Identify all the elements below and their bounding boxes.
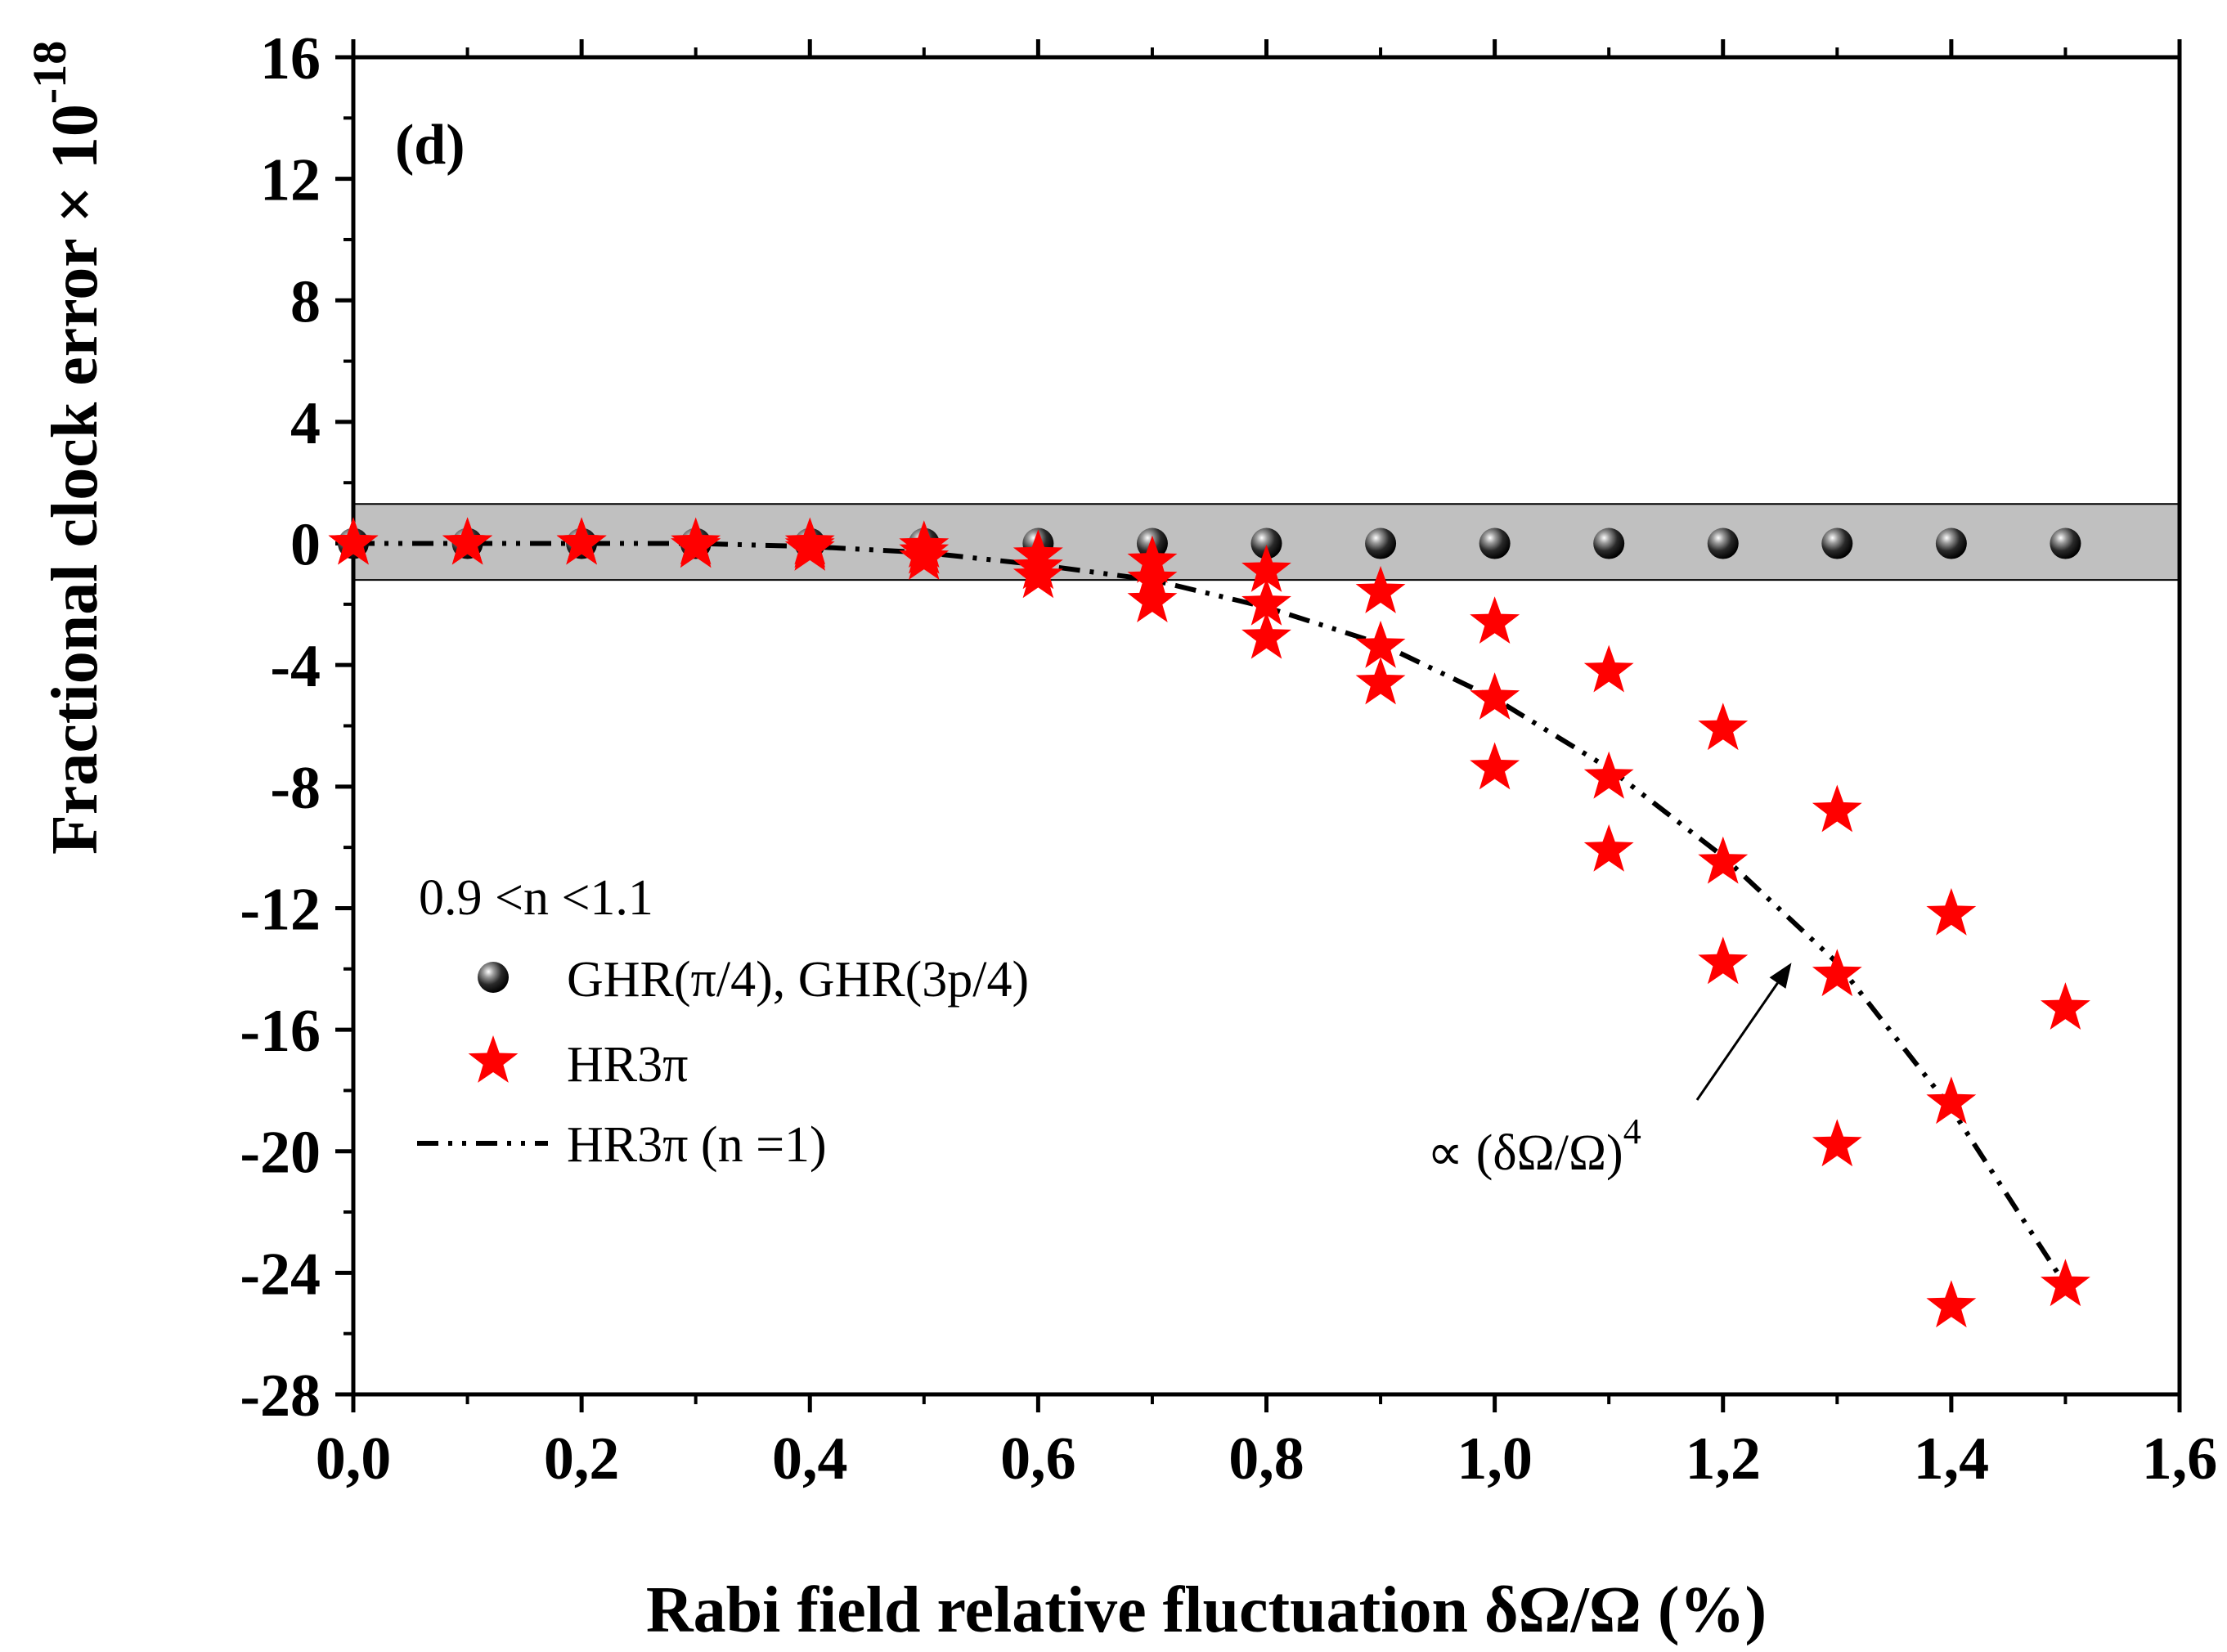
x-axis-title: Rabi field relative fluctuation δΩ/Ω (%) bbox=[646, 1574, 1767, 1646]
hr3pi-point bbox=[1926, 1076, 1977, 1125]
y-tick-label: -8 bbox=[270, 755, 321, 822]
hr3pi-point bbox=[1355, 566, 1406, 613]
x-tick-label: 1,0 bbox=[1457, 1425, 1533, 1493]
y-tick-label: -24 bbox=[240, 1241, 321, 1308]
annotation: ∝ (δΩ/Ω)4 bbox=[1427, 963, 1792, 1181]
hr3pi-point bbox=[1583, 824, 1634, 872]
hr3pi-point bbox=[1812, 1119, 1862, 1167]
hr3pi-point bbox=[1470, 742, 1520, 790]
y-tick-label: 8 bbox=[290, 268, 321, 335]
hr3pi-point bbox=[1355, 620, 1406, 668]
x-tick-label: 0,0 bbox=[316, 1425, 392, 1493]
hr3pi-point bbox=[556, 517, 607, 565]
ghr-point bbox=[1479, 527, 1511, 559]
hr3pi-point bbox=[1470, 672, 1520, 720]
hr3pi-point bbox=[1926, 887, 1977, 936]
y-tick-label: 0 bbox=[290, 512, 321, 579]
legend-entry-hr3pi: HR3π bbox=[567, 1037, 688, 1093]
annotation-arrowhead bbox=[1769, 963, 1792, 989]
hr3pi-point bbox=[2041, 1259, 2090, 1307]
y-tick-label: -28 bbox=[240, 1362, 321, 1430]
x-tick-label: 1,4 bbox=[1914, 1425, 1990, 1493]
hr3pi-point bbox=[1241, 545, 1291, 592]
hr3pi-point bbox=[2041, 982, 2090, 1030]
hr3pi-point bbox=[1698, 936, 1749, 985]
panel-label: (d) bbox=[395, 114, 465, 177]
hr3pi-point bbox=[671, 520, 721, 568]
hr3pi-point bbox=[1355, 657, 1406, 705]
y-tick-label: 16 bbox=[260, 25, 321, 92]
legend: 0.9 <n <1.1 GHR(π/4), GHR(3p/4) HR3π HR3… bbox=[417, 870, 1029, 1173]
y-tick-label: 4 bbox=[290, 390, 321, 457]
y-axis-title-base: Fractional clock error × 10 bbox=[39, 104, 111, 855]
hr3pi-point bbox=[328, 517, 379, 565]
x-tick-labels: 0,0 0,2 0,4 0,6 0,8 1,0 1,2 1,4 1,6 bbox=[316, 1425, 2218, 1493]
ghr-point bbox=[1593, 527, 1625, 559]
hr3pi-point bbox=[1241, 577, 1291, 626]
hr3pi-point bbox=[1812, 784, 1862, 833]
x-tick-label: 1,6 bbox=[2142, 1425, 2218, 1493]
hr3pi-point bbox=[1012, 550, 1063, 599]
plot-frame bbox=[351, 55, 2182, 1397]
legend-header: 0.9 <n <1.1 bbox=[419, 870, 653, 926]
hr3pi-point bbox=[1470, 596, 1520, 644]
legend-entry-ghr: GHR(π/4), GHR(3p/4) bbox=[567, 952, 1029, 1008]
y-tick-labels: 16 12 8 4 0 -4 -8 -12 -16 -20 -24 -28 bbox=[240, 25, 321, 1430]
ghr-point bbox=[1365, 527, 1397, 559]
hr3pi-point bbox=[1583, 751, 1634, 799]
y-tick-label: -12 bbox=[240, 876, 321, 943]
ghr-point bbox=[2050, 527, 2081, 559]
hr3pi-point bbox=[442, 517, 492, 565]
x-tick-label: 0,4 bbox=[772, 1425, 848, 1493]
ghr-point bbox=[1707, 527, 1739, 559]
y-axis-title-exponent: -18 bbox=[23, 41, 76, 104]
y-axis-title: Fractional clock error × 10-18 bbox=[23, 41, 111, 855]
axis-ticks bbox=[335, 39, 2182, 1412]
annotation-superscript: 4 bbox=[1623, 1111, 1641, 1151]
annotation-arrow-line bbox=[1695, 982, 1779, 1101]
y-tick-label: -16 bbox=[240, 998, 321, 1065]
hr3pi-point bbox=[1241, 611, 1291, 659]
hr3pi-point bbox=[1583, 644, 1634, 693]
legend-sphere-marker bbox=[478, 962, 509, 993]
series-hr3pi-markers bbox=[328, 517, 2090, 1328]
legend-star-marker bbox=[468, 1035, 519, 1083]
hr3pi-point bbox=[1926, 1280, 1977, 1328]
hr3pi-point bbox=[1127, 575, 1178, 622]
y-tick-label: -4 bbox=[270, 633, 321, 700]
ghr-point bbox=[1935, 527, 1967, 559]
hr3pi-point bbox=[1698, 836, 1749, 884]
hr3pi-point bbox=[899, 532, 950, 580]
legend-entry-hr3pi-n1: HR3π (n =1) bbox=[567, 1117, 827, 1173]
x-tick-label: 0,2 bbox=[544, 1425, 620, 1493]
x-tick-label: 0,6 bbox=[1000, 1425, 1076, 1493]
y-tick-label: -20 bbox=[240, 1120, 321, 1187]
x-tick-label: 0,8 bbox=[1228, 1425, 1304, 1493]
hr3pi-point bbox=[1812, 949, 1862, 997]
x-tick-label: 1,2 bbox=[1686, 1425, 1762, 1493]
series-hr3pi-n1-line bbox=[353, 541, 2068, 1286]
svg-text:∝ (δΩ/Ω)4: ∝ (δΩ/Ω)4 bbox=[1427, 1111, 1641, 1181]
hr3pi-point bbox=[1698, 703, 1749, 751]
ghr-point bbox=[1821, 527, 1853, 559]
ghr-point bbox=[1250, 527, 1282, 559]
hr3pi-point bbox=[784, 523, 835, 571]
y-tick-label: 12 bbox=[260, 147, 321, 214]
annotation-text: ∝ (δΩ/Ω) bbox=[1427, 1125, 1623, 1181]
